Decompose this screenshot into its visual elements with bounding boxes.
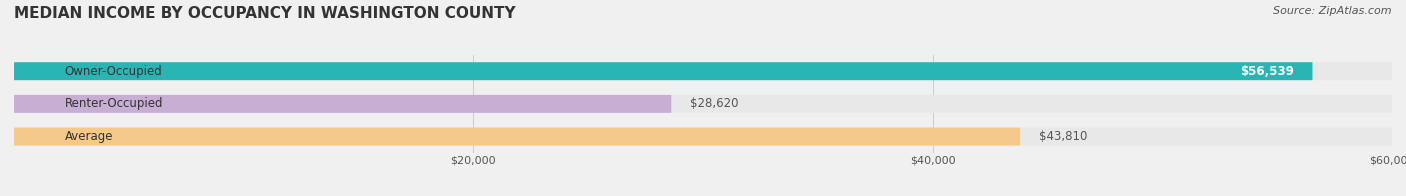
Text: MEDIAN INCOME BY OCCUPANCY IN WASHINGTON COUNTY: MEDIAN INCOME BY OCCUPANCY IN WASHINGTON… xyxy=(14,6,516,21)
FancyBboxPatch shape xyxy=(14,95,671,113)
Text: Owner-Occupied: Owner-Occupied xyxy=(65,65,162,78)
Text: $28,620: $28,620 xyxy=(690,97,738,110)
FancyBboxPatch shape xyxy=(14,128,1021,145)
Text: Source: ZipAtlas.com: Source: ZipAtlas.com xyxy=(1274,6,1392,16)
Text: Renter-Occupied: Renter-Occupied xyxy=(65,97,163,110)
Text: $56,539: $56,539 xyxy=(1240,65,1294,78)
FancyBboxPatch shape xyxy=(14,62,1392,80)
FancyBboxPatch shape xyxy=(14,128,1392,145)
FancyBboxPatch shape xyxy=(14,62,1312,80)
FancyBboxPatch shape xyxy=(14,95,1392,113)
Text: $43,810: $43,810 xyxy=(1039,130,1087,143)
Text: Average: Average xyxy=(65,130,112,143)
